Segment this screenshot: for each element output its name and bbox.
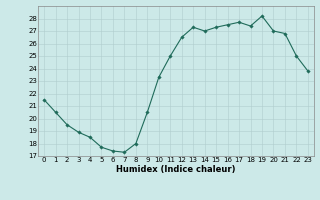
X-axis label: Humidex (Indice chaleur): Humidex (Indice chaleur) — [116, 165, 236, 174]
